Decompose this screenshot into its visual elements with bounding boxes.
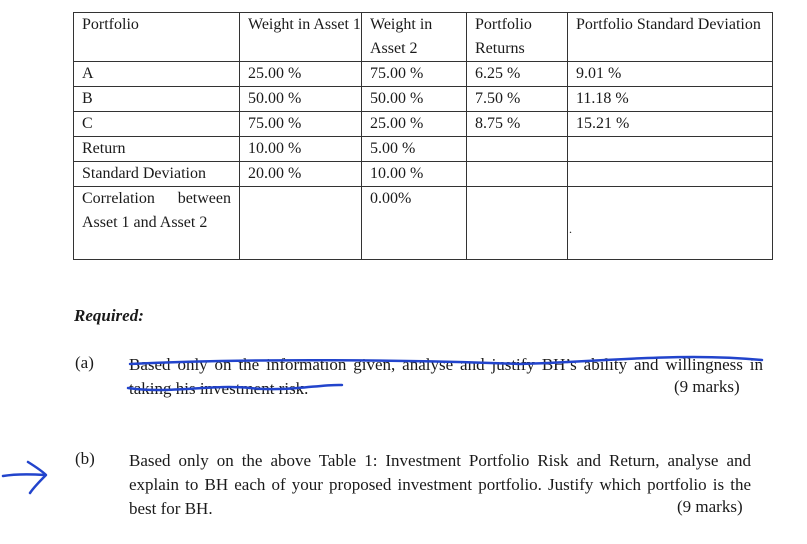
table-cell <box>567 136 773 162</box>
table-cell: 75.00 % <box>239 111 362 137</box>
table-cell: B <box>73 86 240 112</box>
table-cell: 75.00 % <box>361 61 467 87</box>
table-cell: 10.00 % <box>361 161 467 187</box>
table-cell: 20.00 % <box>239 161 362 187</box>
table-cell <box>567 161 773 187</box>
table-cell: 5.00 % <box>361 136 467 162</box>
question-b-label: (b) <box>75 449 95 468</box>
table-row: Standard Deviation 20.00 % 10.00 % <box>73 161 773 187</box>
table-cell <box>466 186 568 260</box>
table-cell: Standard Deviation <box>73 161 240 187</box>
table-cell: Correlation between Asset 1 and Asset 2 <box>73 186 240 260</box>
portfolio-table: Portfolio Weight in Asset 1 Weight in As… <box>73 12 773 260</box>
table-cell: 25.00 % <box>239 61 362 87</box>
table-cell: 15.21 % <box>567 111 773 137</box>
table-cell <box>466 161 568 187</box>
table-cell: Return <box>73 136 240 162</box>
table-cell: 9.01 % <box>567 61 773 87</box>
table-header-row: Portfolio Weight in Asset 1 Weight in As… <box>73 12 773 62</box>
question-a-label: (a) <box>75 353 94 372</box>
table-cell: A <box>73 61 240 87</box>
header-weight-asset-2: Weight in Asset 2 <box>361 12 467 62</box>
table-row: B 50.00 % 50.00 % 7.50 % 11.18 % <box>73 86 773 112</box>
table-cell: 11.18 % <box>567 86 773 112</box>
table-cell: 7.50 % <box>466 86 568 112</box>
table-row: A 25.00 % 75.00 % 6.25 % 9.01 % <box>73 61 773 87</box>
header-portfolio-std-dev: Portfolio Standard Deviation <box>567 12 773 62</box>
table-row: Return 10.00 % 5.00 % <box>73 136 773 162</box>
table-cell: C <box>73 111 240 137</box>
table-cell: 6.25 % <box>466 61 568 87</box>
table-row: Correlation between Asset 1 and Asset 2 … <box>73 186 773 260</box>
table-cell <box>567 186 773 260</box>
table-cell: 0.00% <box>361 186 467 260</box>
table-row: C 75.00 % 25.00 % 8.75 % 15.21 % <box>73 111 773 137</box>
required-heading: Required: <box>74 306 144 325</box>
table-cell: 50.00 % <box>239 86 362 112</box>
question-b-text: Based only on the above Table 1: Investm… <box>129 451 751 518</box>
question-b-marks: (9 marks) <box>677 497 743 516</box>
header-weight-asset-1: Weight in Asset 1 <box>239 12 362 62</box>
question-a-marks: (9 marks) <box>674 377 740 396</box>
table-cell: 50.00 % <box>361 86 467 112</box>
header-portfolio-returns: Portfolio Returns <box>466 12 568 62</box>
table-cell <box>239 186 362 260</box>
question-a-text: Based only on the information given, ana… <box>129 355 763 398</box>
table-cell <box>466 136 568 162</box>
table-cell: 25.00 % <box>361 111 467 137</box>
header-portfolio: Portfolio <box>73 12 240 62</box>
table-cell: 8.75 % <box>466 111 568 137</box>
stray-mark: . <box>569 222 572 236</box>
table-cell: 10.00 % <box>239 136 362 162</box>
